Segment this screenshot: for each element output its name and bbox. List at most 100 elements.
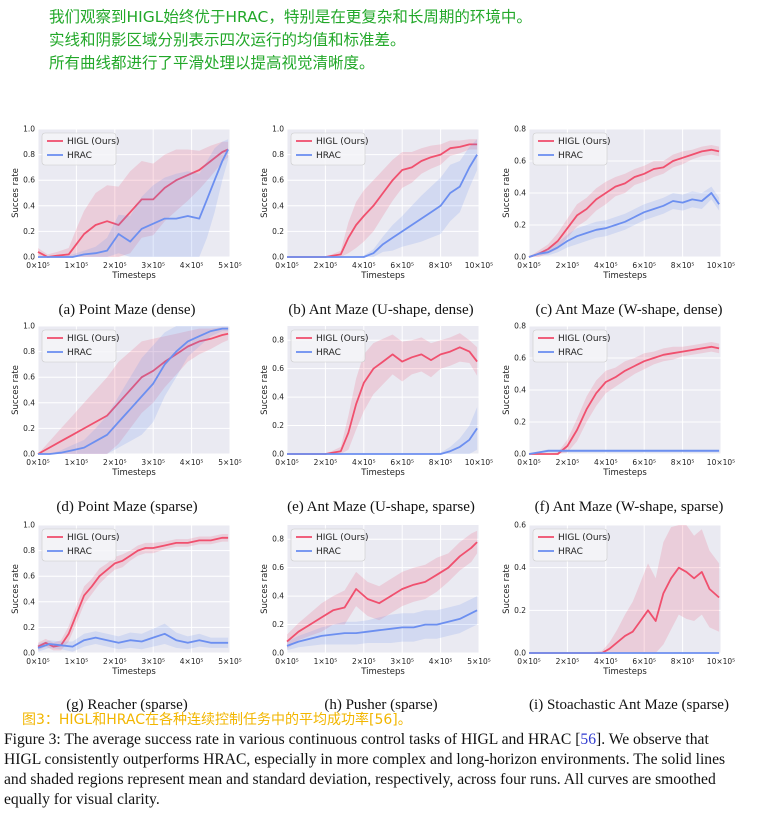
std-band-higl: [529, 525, 720, 653]
y-tick-label: 0.2: [514, 606, 526, 615]
series-line-hrac: [286, 609, 478, 647]
std-band-hrac: [287, 407, 478, 454]
std-band-higl: [38, 141, 229, 257]
legend-label: HIGL (Ours): [67, 137, 119, 147]
y-tick-label: 0.8: [514, 125, 526, 134]
x-tick-label: 2×10⁵: [314, 261, 338, 270]
x-tick-label: 1×10⁵: [65, 261, 89, 270]
y-tick-label: 0.6: [23, 373, 35, 382]
y-tick-label: 0.6: [272, 364, 284, 373]
y-tick-label: 0.6: [23, 572, 35, 581]
y-tick-label: 0.2: [23, 424, 35, 433]
x-tick-label: 10×10⁵: [465, 261, 493, 270]
legend-label: HIGL (Ours): [67, 533, 119, 543]
x-tick-label: 2×10⁵: [103, 657, 127, 666]
x-tick-label: 4×10⁵: [180, 458, 204, 467]
y-tick-label: 0.2: [514, 418, 526, 427]
x-tick-label: 3×10⁵: [141, 458, 165, 467]
y-tick-label: 0.4: [514, 386, 526, 395]
y-tick-label: 0.8: [272, 150, 284, 159]
std-band-higl: [38, 327, 229, 454]
x-tick-label: 5×10⁵: [467, 657, 491, 666]
chart-panel-7: 0.0 0.2 0.4 0.6 0.8 1.0 0×10⁵ 1×10⁵ 2×10⁵ 3×10⁵ 4×…: [11, 521, 242, 714]
x-tick-label: 0×10⁵: [275, 261, 299, 270]
citation-link[interactable]: 56: [580, 731, 597, 748]
x-tick-label: 4×10⁵: [594, 261, 618, 270]
y-tick-label: 0.2: [272, 620, 284, 629]
note-line-1: 我们观察到HIGL始终优于HRAC，特别是在更复杂和长周期的环境中。: [49, 8, 532, 26]
y-tick-label: 0.6: [514, 521, 526, 530]
chart-panel-3: 0.0 0.2 0.4 0.6 0.8 0×10⁵ 2×10⁵ 4×10⁵ 6×10⁵ 8×10⁵…: [502, 125, 735, 319]
legend: HIGL (Ours) HRAC: [41, 329, 119, 363]
x-tick-label: 3×10⁵: [141, 261, 165, 270]
y-tick-label: 0.0: [272, 450, 284, 459]
chart-panel-2: 0.0 0.2 0.4 0.6 0.8 1.0 0×10⁵ 2×10⁵ 4×10⁵ 6×10⁵ 8×…: [260, 125, 493, 319]
y-tick-label: 0.4: [272, 201, 284, 210]
x-tick-label: 8×10⁵: [429, 261, 453, 270]
subfigure-caption: (c) Ant Maze (W-shape, dense): [535, 302, 722, 318]
chart-panel-4: 0.0 0.2 0.4 0.6 0.8 1.0 0×10⁵ 1×10⁵ 2×10⁵ 3×10⁵ 4×…: [11, 322, 242, 516]
x-axis-label: Timesteps: [602, 667, 647, 677]
x-tick-label: 10×10⁵: [707, 458, 735, 467]
x-tick-label: 8×10⁵: [429, 458, 453, 467]
legend-label: HIGL (Ours): [316, 334, 368, 344]
x-tick-label: 4×10⁵: [429, 657, 453, 666]
series-line-hrac: [287, 154, 478, 258]
y-tick-label: 0.4: [272, 592, 284, 601]
chart-panel-9: 0.0 0.2 0.4 0.6 0×10⁵ 2×10⁵ 4×10⁵ 6×10⁵ 8×10⁵ 10×…: [502, 521, 735, 714]
x-tick-label: 2×10⁵: [103, 458, 127, 467]
y-tick-label: 0.4: [272, 393, 284, 402]
legend: HIGL (Ours) HRAC: [532, 528, 610, 562]
figure-caption: Figure 3: The average success rate in va…: [4, 730, 748, 810]
std-band-higl: [287, 530, 478, 649]
y-axis-label: Succes rate: [11, 365, 21, 415]
y-tick-label: 0.4: [23, 201, 35, 210]
legend-label: HIGL (Ours): [316, 533, 368, 543]
legend: HIGL (Ours) HRAC: [41, 528, 119, 562]
y-tick-label: 0.6: [23, 176, 35, 185]
subfigure-caption: (g) Reacher (sparse): [66, 697, 188, 713]
std-band-higl: [287, 333, 478, 454]
x-tick-label: 2×10⁵: [352, 657, 376, 666]
y-axis-label: Succes rate: [260, 365, 270, 415]
y-tick-label: 0.2: [23, 623, 35, 632]
x-tick-label: 0×10⁵: [26, 261, 50, 270]
series-line-higl: [286, 541, 478, 643]
x-tick-label: 6×10⁵: [390, 458, 414, 467]
y-tick-label: 0.6: [272, 563, 284, 572]
x-tick-label: 0×10⁵: [275, 458, 299, 467]
series-line-higl: [287, 143, 478, 258]
subfigure-caption: (a) Point Maze (dense): [58, 302, 195, 318]
y-tick-label: 0.4: [514, 563, 526, 572]
x-axis-label: Timesteps: [602, 468, 647, 478]
legend: HIGL (Ours) HRAC: [290, 329, 368, 363]
note-line-3: 所有曲线都进行了平滑处理以提高视觉清晰度。: [49, 54, 375, 72]
std-band-higl: [287, 139, 478, 257]
legend-label: HIGL (Ours): [558, 137, 610, 147]
legend-label: HRAC: [558, 348, 583, 358]
legend-label: HRAC: [316, 547, 341, 557]
y-tick-label: 0.0: [514, 450, 526, 459]
y-tick-label: 0.6: [272, 176, 284, 185]
subfigure-caption: (d) Point Maze (sparse): [56, 499, 197, 515]
y-tick-label: 0.0: [272, 253, 284, 262]
legend-label: HRAC: [316, 151, 341, 161]
y-tick-label: 1.0: [23, 521, 35, 530]
figure-caption-label: Figure 3:: [4, 731, 61, 748]
y-axis-label: Succes rate: [11, 168, 21, 218]
y-tick-label: 0.4: [23, 597, 35, 606]
x-tick-label: 10×10⁵: [707, 657, 735, 666]
x-axis-label: Timesteps: [111, 271, 156, 281]
legend-label: HIGL (Ours): [558, 334, 610, 344]
note-line-2: 实线和阴影区域分别表示四次运行的均值和标准差。: [49, 31, 406, 49]
y-tick-label: 0.0: [23, 253, 35, 262]
y-tick-label: 0.6: [514, 354, 526, 363]
x-tick-label: 3×10⁵: [141, 657, 165, 666]
x-axis-label: Timesteps: [602, 271, 647, 281]
x-tick-label: 5×10⁵: [218, 458, 242, 467]
y-tick-label: 0.8: [23, 150, 35, 159]
x-tick-label: 4×10⁵: [352, 261, 376, 270]
y-tick-label: 0.8: [23, 546, 35, 555]
y-axis-label: Succes rate: [11, 564, 21, 614]
y-tick-label: 0.0: [23, 649, 35, 658]
